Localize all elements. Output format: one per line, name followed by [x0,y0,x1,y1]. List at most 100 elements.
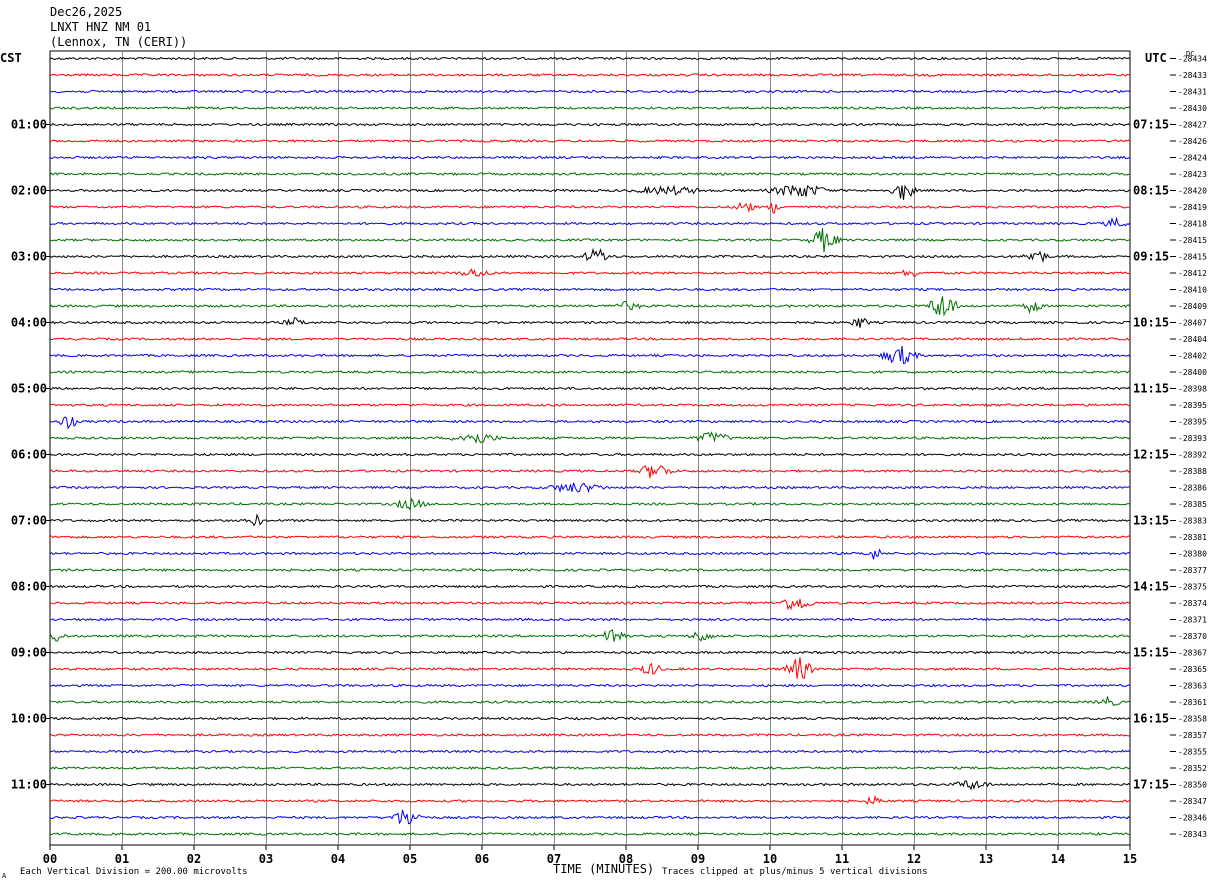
scale-note: Each Vertical Division = 200.00 microvol… [20,867,248,877]
utc-time-label: 08:15 [1133,184,1169,198]
utc-time-label: 12:15 [1133,448,1169,462]
trace-row [49,696,1131,707]
x-axis-title: TIME (MINUTES) [553,862,655,876]
x-tick-label: 05 [403,852,417,866]
trace-row [49,317,1131,328]
trace-row [49,766,1131,770]
plot-frame [49,50,1131,846]
x-tick-label: 08 [619,852,633,866]
trace-row [49,122,1131,127]
dc-offset-label: -28402 [1178,352,1207,361]
x-tick-label: 12 [907,852,921,866]
trace-row [49,809,1131,825]
cst-time-label: 02:00 [11,184,47,198]
utc-time-label: 15:15 [1133,646,1169,660]
dc-offset-label: -28415 [1178,236,1207,245]
trace-row [49,482,1131,494]
corner-mark: A [2,872,7,880]
trace-row [49,535,1131,539]
dc-offset-label: -28367 [1178,649,1207,658]
dc-offset-label: -28370 [1178,632,1207,641]
trace-row [49,749,1131,754]
x-tick-label: 01 [115,852,129,866]
utc-time-label: 07:15 [1133,118,1169,132]
trace-row [49,345,1131,364]
cst-time-label: 10:00 [11,712,47,726]
trace-row [49,370,1130,374]
dc-offset-label: -28383 [1178,517,1207,526]
dc-offset-label: -28430 [1178,104,1207,113]
trace-row [49,584,1130,589]
dc-offset-label: -28433 [1178,71,1207,80]
location-label: (Lennox, TN (CERI)) [50,35,188,49]
trace-row [49,452,1131,457]
dc-offset-label: -28398 [1178,385,1207,394]
trace-row [49,139,1131,143]
dc-offset-label: -28357 [1178,731,1207,740]
cst-time-label: 01:00 [11,118,47,132]
trace-row [49,629,1131,642]
trace-row [49,287,1131,292]
x-tick-label: 15 [1123,852,1137,866]
trace-row [49,683,1131,688]
dc-offset-label: -28392 [1178,451,1207,460]
dc-offset-label: -28347 [1178,797,1207,806]
dc-offset-label: -28388 [1178,467,1207,476]
dc-offset-label: -28343 [1178,830,1207,839]
dc-offset-label: -28363 [1178,682,1207,691]
dc-offset-label: -28423 [1178,170,1207,179]
trace-row [49,416,1131,430]
trace-row [49,403,1131,407]
dc-offset-label: -28350 [1178,781,1207,790]
dc-label: DC [1186,50,1195,58]
dc-offset-label: -28381 [1178,533,1207,542]
trace-row [49,617,1131,622]
trace-row [49,106,1131,110]
dc-offset-label: -28410 [1178,286,1207,295]
dc-offset-label: -28365 [1178,665,1207,674]
trace-row [49,89,1131,94]
dc-offset-label: -28374 [1178,599,1207,608]
clip-note: Traces clipped at plus/minus 5 vertical … [662,867,928,877]
dc-offset-label: -28346 [1178,814,1207,823]
dc-offset-label: -28380 [1178,550,1207,559]
x-tick-label: 02 [187,852,201,866]
utc-time-label: 13:15 [1133,514,1169,528]
dc-offset-label: -28404 [1178,335,1207,344]
x-tick-label: 10 [763,852,777,866]
dc-offset-label: -28426 [1178,137,1207,146]
x-tick-label: 03 [259,852,273,866]
dc-offset-label: -28400 [1178,368,1207,377]
dc-offset-label: -28386 [1178,484,1207,493]
dc-offset-label: -28385 [1178,500,1207,509]
dc-offset-label: -28375 [1178,583,1207,592]
dc-offset-label: -28352 [1178,764,1207,773]
trace-row [49,172,1131,176]
dc-offset-label: -28358 [1178,715,1207,724]
dc-offset-label: -28418 [1178,220,1207,229]
trace-row [49,155,1131,160]
trace-row [49,73,1131,77]
trace-row [49,568,1131,572]
x-tick-label: 07 [547,852,561,866]
trace-row [49,548,1131,560]
trace-row [49,733,1131,737]
utc-time-label: 16:15 [1133,712,1169,726]
dc-offset-label: -28420 [1178,187,1207,196]
dc-offset-label: -28395 [1178,401,1207,410]
trace-row [49,650,1131,655]
utc-time-label: 14:15 [1133,580,1169,594]
trace-row [49,201,1131,214]
right-timezone-label: UTC [1145,51,1167,65]
dc-offset-label: -28393 [1178,434,1207,443]
x-tick-label: 14 [1051,852,1065,866]
trace-row [49,780,1131,791]
dc-offset-label: -28424 [1178,154,1207,163]
cst-time-label: 05:00 [11,382,47,396]
date-label: Dec26,2025 [50,5,123,19]
cst-time-label: 08:00 [11,580,47,594]
trace-row [49,497,1131,511]
cst-time-label: 04:00 [11,316,47,330]
dc-offset-label: -28377 [1178,566,1207,575]
x-tick-label: 06 [475,852,489,866]
